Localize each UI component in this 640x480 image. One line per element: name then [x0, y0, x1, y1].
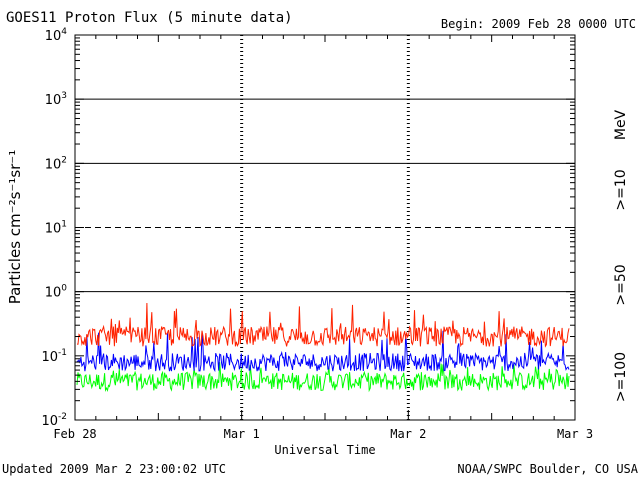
- legend-entry: >=50: [613, 264, 629, 305]
- x-tick-label: Mar 2: [390, 427, 426, 441]
- y-tick-label: 102: [45, 155, 67, 172]
- credit-label: NOAA/SWPC Boulder, CO USA: [457, 462, 638, 476]
- y-tick-label: 10-2: [41, 412, 67, 429]
- legend-entry: MeV: [613, 109, 629, 140]
- x-tick-label: Feb 28: [53, 427, 96, 441]
- x-ticks: Feb 28 Mar 1 Mar 2 Mar 3: [53, 35, 593, 441]
- y-tick-label: 100: [45, 284, 68, 301]
- x-tick-label: Mar 1: [224, 427, 260, 441]
- y-ticks: 10-2 10-1 100 101 102 103 104: [41, 27, 575, 429]
- series-line: [76, 330, 570, 373]
- threshold-lines: [75, 98, 575, 293]
- energy-legend: MeV >=10 >=50 >=100: [613, 109, 629, 402]
- y-tick-label: 101: [45, 220, 67, 237]
- y-axis-label: Particles cm⁻²s⁻¹sr⁻¹: [6, 150, 24, 304]
- chart-title: GOES11 Proton Flux (5 minute data): [6, 10, 293, 26]
- series-line: [76, 362, 570, 393]
- y-tick-label: 104: [45, 27, 68, 44]
- legend-entry: >=100: [613, 352, 629, 402]
- y-tick-label: 10-1: [41, 348, 67, 365]
- series-layer: [76, 302, 570, 393]
- x-tick-label: Mar 3: [557, 427, 593, 441]
- legend-entry: >=10: [613, 169, 629, 210]
- updated-label: Updated 2009 Mar 2 23:00:02 UTC: [2, 462, 226, 476]
- x-axis-label: Universal Time: [274, 443, 375, 457]
- begin-label: Begin: 2009 Feb 28 0000 UTC: [441, 17, 636, 31]
- series-line: [76, 302, 570, 348]
- y-tick-label: 103: [45, 91, 67, 108]
